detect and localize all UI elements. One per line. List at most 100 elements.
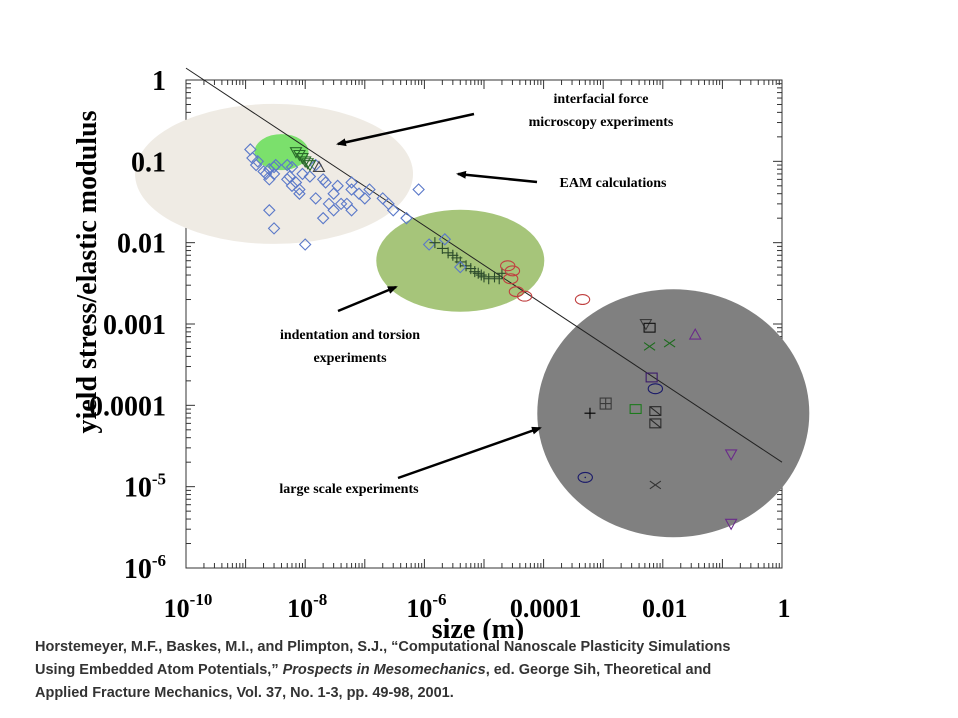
data-point-triangle-down — [292, 149, 306, 162]
data-point-circle — [516, 290, 533, 302]
data-point-diamond — [263, 173, 276, 186]
annotation-line: large scale experiments — [279, 482, 419, 497]
data-point-plus — [442, 247, 454, 259]
x-tick-label: 1 — [778, 594, 791, 623]
citation-line-2: Using Embedded Atom Potentials,” Prospec… — [35, 659, 935, 682]
data-point-plus — [436, 242, 448, 254]
y-tick-label: 0.01 — [117, 229, 166, 260]
y-tick-label-exponent: -6 — [152, 551, 166, 570]
data-point-diamond — [285, 160, 299, 174]
x-tick-label-base: 10 — [164, 594, 190, 623]
data-point-plus — [472, 267, 484, 279]
annotation-line: interfacial force — [554, 92, 649, 107]
data-point-circle — [502, 273, 519, 285]
annotation-line: EAM calculations — [560, 176, 667, 191]
data-point-diamond — [412, 183, 425, 196]
data-point-diamond — [438, 233, 452, 246]
y-tick-label-base: 1 — [152, 66, 166, 97]
data-point-diamond — [345, 204, 358, 217]
x-tick-label: 0.0001 — [510, 594, 582, 623]
y-tick-label-exponent: -5 — [152, 470, 166, 489]
data-point-circle — [647, 383, 664, 395]
citation-line-1: Horstemeyer, M.F., Baskes, M.I., and Pli… — [35, 639, 731, 655]
data-point-plus — [478, 271, 490, 283]
data-point-diamond — [358, 192, 372, 205]
data-point-circle — [504, 265, 521, 277]
data-point-triangle-down — [724, 518, 738, 531]
data-point-circle-dot — [577, 471, 593, 483]
x-tick-label-exponent: -8 — [313, 590, 327, 609]
data-point-plus — [483, 273, 495, 285]
data-point-plus — [488, 271, 500, 283]
data-point-diamond — [352, 187, 366, 200]
data-point-plus — [475, 269, 487, 281]
data-point-square-x — [649, 406, 662, 417]
data-point-diamond — [296, 167, 309, 181]
trend-line — [185, 67, 783, 463]
x-tick-label: 0.01 — [642, 594, 688, 623]
data-point-x — [663, 338, 676, 348]
data-point-square-x — [649, 418, 662, 429]
data-point-square — [645, 372, 658, 383]
data-point-circle — [574, 294, 591, 306]
data-point-diamond — [263, 204, 276, 217]
data-point-triangle-down — [289, 147, 303, 159]
annotation-line: experiments — [313, 351, 387, 366]
x-tick-label: 10-6 — [406, 590, 446, 623]
annotation-line: microscopy experiments — [529, 115, 674, 130]
region-interfacial-force-microscopy-experiments — [254, 134, 309, 171]
data-point-triangle-down — [724, 449, 738, 461]
data-point-diamond — [267, 167, 281, 181]
data-point-diamond — [316, 211, 330, 225]
data-point-plus — [429, 237, 441, 249]
data-point-diamond — [327, 187, 340, 200]
annotation-line: indentation and torsion — [280, 328, 420, 343]
x-tick-label-base: 0.0001 — [510, 594, 582, 623]
region-large-scale-experiments — [537, 289, 810, 538]
data-point-diamond — [331, 179, 344, 193]
data-point-diamond — [293, 187, 306, 200]
data-point-diamond — [345, 183, 358, 196]
data-point-x — [649, 480, 662, 490]
data-point-diamond — [285, 179, 299, 193]
data-point-diamond — [293, 183, 306, 196]
x-axis-title: size (m) — [432, 614, 525, 640]
annotation-arrow — [456, 170, 538, 184]
x-tick-label-base: 10 — [287, 594, 313, 623]
citation-line-2-end: , ed. George Sih, Theoretical and — [485, 662, 712, 678]
x-tick-label-base: 1 — [778, 594, 791, 623]
data-point-square — [643, 322, 656, 333]
x-tick-label-exponent: -10 — [190, 590, 213, 609]
data-point-plus — [460, 260, 472, 272]
data-point-plus — [493, 273, 505, 285]
data-point-square-plus — [599, 397, 612, 410]
x-tick-label: 10-8 — [287, 590, 327, 623]
data-point-diamond — [363, 183, 376, 196]
data-point-diamond — [386, 204, 400, 217]
data-point-x — [643, 342, 656, 351]
data-point-diamond — [327, 204, 340, 217]
y-tick-label: 0.0001 — [89, 391, 166, 422]
data-point-triangle-down — [298, 156, 312, 168]
data-point-diamond — [309, 192, 322, 205]
annotation-label: interfacial force microscopy experiments — [529, 92, 674, 130]
x-tick-label-base: 10 — [406, 594, 432, 623]
data-point-diamond — [283, 170, 297, 183]
y-axis-title: yield stress/elastic modulus — [72, 110, 103, 433]
annotation-label: EAM calculations — [560, 176, 667, 191]
data-point-diamond — [319, 176, 332, 189]
data-point-triangle-down — [301, 158, 315, 170]
y-tick-label-base: 10 — [124, 473, 152, 504]
data-point-triangle-down — [639, 319, 653, 331]
y-tick-label: 10-6 — [124, 551, 166, 585]
data-point-diamond — [249, 158, 263, 172]
data-point-diamond — [298, 238, 312, 251]
citation-line-3: Applied Fracture Mechanics, Vol. 37, No.… — [35, 685, 454, 701]
data-point-diamond — [251, 155, 265, 168]
data-point-diamond — [267, 222, 281, 235]
y-tick-label: 1 — [152, 66, 166, 97]
x-tick-label-base: 0.01 — [642, 594, 688, 623]
annotation-arrow — [336, 112, 475, 147]
citation: Horstemeyer, M.F., Baskes, M.I., and Pli… — [35, 636, 935, 705]
